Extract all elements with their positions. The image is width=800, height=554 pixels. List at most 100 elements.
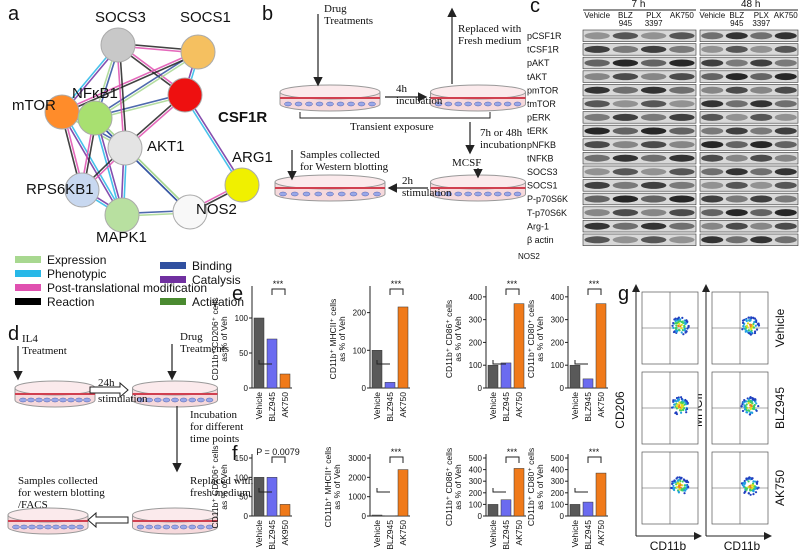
panel-label: c: [530, 0, 540, 17]
cell: [314, 191, 322, 197]
y-tick-label: 200: [469, 489, 483, 498]
y-axis-label: CD11b⁺ CD80⁺ cells: [526, 300, 536, 378]
event: [753, 403, 756, 407]
lane-label: PLX: [754, 11, 770, 20]
event: [754, 486, 757, 490]
band: [701, 236, 724, 244]
band: [584, 154, 610, 162]
band: [640, 73, 667, 81]
row-label: SOCS1: [527, 181, 558, 191]
event: [747, 477, 750, 480]
y-tick-label: 50: [239, 349, 248, 358]
label: Treatments: [180, 343, 229, 355]
x-tick-label: Vehicle: [488, 520, 498, 548]
y-tick-label: 400: [469, 466, 483, 475]
cell: [179, 524, 188, 530]
event: [752, 316, 755, 319]
y-axis-label: as % of Veh: [453, 464, 463, 510]
event: [672, 399, 675, 402]
event: [743, 399, 746, 402]
y-tick-label: 300: [551, 477, 565, 486]
band: [750, 154, 773, 162]
label: 7h or 48h: [480, 127, 523, 139]
event: [675, 411, 678, 414]
node: [172, 194, 208, 230]
band: [612, 73, 639, 81]
legend-swatch: [15, 284, 41, 291]
cell: [68, 524, 76, 530]
x-tick-label: Vehicle: [372, 520, 382, 548]
event: [752, 322, 755, 326]
cell: [59, 397, 67, 403]
y-tick-label: 0: [362, 512, 367, 521]
band: [725, 73, 748, 81]
row-label: pCSF1R: [527, 31, 562, 41]
cell: [44, 524, 52, 530]
event: [685, 407, 689, 411]
band: [669, 209, 695, 217]
event: [743, 327, 746, 330]
band: [774, 86, 797, 94]
event: [684, 398, 687, 402]
label: 24h: [98, 377, 115, 389]
panel-label: e: [232, 283, 243, 305]
event: [745, 488, 748, 491]
event: [747, 332, 751, 335]
cell: [464, 191, 472, 197]
cell: [368, 101, 376, 107]
event: [683, 403, 686, 406]
event: [672, 321, 675, 325]
edge: [62, 110, 124, 215]
band: [669, 154, 695, 162]
event: [749, 401, 752, 404]
cell: [20, 524, 28, 530]
event: [745, 329, 748, 332]
label: Treatments: [324, 15, 373, 27]
y-tick-label: 100: [235, 314, 249, 323]
band: [701, 222, 724, 230]
row-label: pNFKB: [527, 140, 556, 150]
band: [774, 154, 797, 162]
event: [752, 484, 755, 487]
band: [584, 86, 610, 94]
band: [701, 73, 724, 81]
y-axis-label: as % of Veh: [535, 316, 545, 362]
blot-strip: [582, 233, 697, 246]
y-axis-label: CD11b⁺ CD206⁺ cells: [210, 298, 220, 381]
cell: [75, 397, 83, 403]
event: [680, 401, 683, 404]
node: [100, 27, 136, 63]
edge: [185, 94, 244, 185]
band: [750, 236, 773, 244]
y-axis-label: CD11b⁺ CD80⁺ cells: [526, 448, 536, 526]
y-tick-label: 2000: [348, 473, 366, 482]
band: [725, 141, 748, 149]
x-tick-label: BLZ945: [501, 392, 511, 422]
band: [750, 45, 773, 53]
band: [725, 222, 748, 230]
blot-strip: [699, 192, 799, 206]
annotation: P = 0.0079: [256, 447, 300, 457]
event: [681, 484, 684, 487]
event: [750, 406, 753, 409]
label: /FACS: [18, 499, 48, 511]
band: [584, 209, 610, 217]
event: [677, 484, 681, 488]
panel-label: b: [262, 3, 273, 25]
event: [754, 400, 757, 403]
label: incubation: [480, 139, 527, 151]
event: [747, 316, 750, 319]
event: [678, 488, 681, 491]
event: [674, 320, 677, 323]
y-tick-label: 0: [362, 384, 367, 393]
blot-strip: [699, 138, 799, 151]
band: [640, 100, 667, 108]
band: [669, 113, 695, 121]
band: [701, 127, 724, 135]
band: [725, 168, 748, 176]
x-tick-label: AK750: [514, 520, 524, 546]
row-label: Vehicle: [773, 308, 787, 347]
y-axis-label: as % of Veh: [535, 464, 545, 510]
x-tick-label: Vehicle: [570, 392, 580, 420]
band: [612, 45, 639, 53]
